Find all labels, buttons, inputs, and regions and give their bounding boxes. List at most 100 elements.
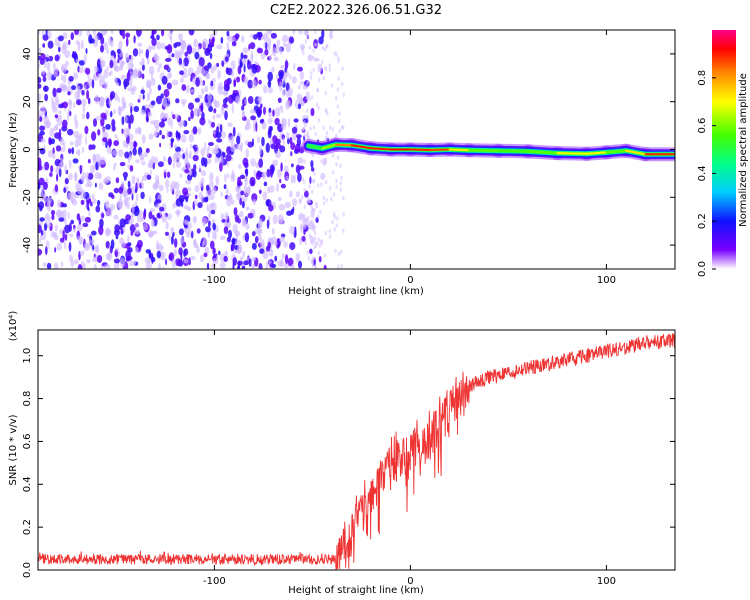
signal-band-core bbox=[307, 144, 324, 150]
noise-speckle bbox=[180, 134, 187, 143]
noise-speckle bbox=[263, 42, 266, 48]
noise-speckle bbox=[304, 190, 309, 198]
noise-speckle bbox=[261, 136, 265, 147]
noise-speckle bbox=[262, 251, 269, 259]
noise-speckle bbox=[184, 169, 190, 174]
noise-speckle bbox=[42, 34, 49, 41]
noise-speckle bbox=[88, 198, 92, 203]
noise-speckle bbox=[206, 262, 210, 269]
noise-speckle bbox=[322, 161, 325, 167]
figure-title: C2E2.2022.326.06.51.G32 bbox=[270, 3, 442, 18]
noise-speckle bbox=[296, 136, 301, 147]
noise-speckle bbox=[188, 257, 191, 266]
noise-speckle bbox=[145, 148, 150, 153]
noise-speckle bbox=[300, 100, 305, 106]
noise-speckle bbox=[214, 99, 218, 108]
noise-speckle bbox=[263, 32, 269, 42]
noise-speckle bbox=[68, 159, 72, 169]
noise-speckle bbox=[87, 172, 94, 180]
noise-speckle bbox=[99, 96, 105, 104]
noise-speckle bbox=[215, 255, 219, 264]
noise-speckle bbox=[318, 36, 324, 45]
noise-speckle bbox=[275, 150, 281, 159]
noise-speckle bbox=[284, 201, 291, 209]
noise-speckle bbox=[202, 221, 206, 227]
noise-speckle bbox=[92, 30, 97, 36]
noise-speckle bbox=[45, 30, 48, 36]
noise-speckle bbox=[157, 213, 161, 218]
noise-speckle bbox=[337, 59, 340, 64]
noise-speckle bbox=[54, 114, 59, 119]
noise-speckle bbox=[307, 215, 310, 221]
noise-speckle bbox=[300, 214, 304, 219]
y-tick-label: 20 bbox=[22, 95, 33, 108]
noise-speckle bbox=[251, 193, 258, 202]
noise-speckle bbox=[86, 201, 90, 210]
noise-speckle bbox=[316, 241, 319, 246]
noise-speckle bbox=[38, 47, 42, 55]
noise-speckle bbox=[141, 134, 146, 144]
noise-speckle bbox=[211, 121, 215, 128]
noise-speckle bbox=[208, 38, 211, 45]
noise-speckle bbox=[110, 30, 114, 35]
noise-speckle bbox=[130, 186, 136, 195]
noise-speckle bbox=[316, 43, 320, 48]
noise-speckle bbox=[96, 244, 100, 255]
noise-speckle bbox=[92, 256, 98, 263]
noise-speckle bbox=[64, 177, 69, 185]
noise-speckle bbox=[317, 105, 320, 111]
noise-speckle bbox=[280, 162, 283, 172]
noise-speckle bbox=[251, 242, 257, 250]
noise-speckle bbox=[80, 40, 84, 50]
noise-speckle bbox=[336, 216, 339, 221]
noise-speckle bbox=[58, 167, 62, 178]
noise-speckle bbox=[330, 83, 334, 88]
noise-speckle bbox=[290, 174, 295, 184]
noise-speckle bbox=[38, 76, 42, 84]
noise-speckle bbox=[281, 253, 285, 260]
noise-speckle bbox=[156, 41, 162, 50]
noise-speckle bbox=[277, 97, 282, 104]
noise-speckle bbox=[324, 47, 327, 52]
noise-speckle bbox=[182, 61, 185, 69]
noise-speckle bbox=[137, 42, 143, 47]
noise-speckle bbox=[198, 165, 202, 173]
noise-speckle bbox=[341, 82, 344, 87]
noise-speckle bbox=[49, 172, 53, 177]
noise-speckle bbox=[62, 230, 65, 241]
noise-speckle bbox=[241, 196, 248, 202]
noise-speckle bbox=[44, 58, 47, 69]
noise-speckle bbox=[319, 209, 322, 215]
noise-speckle bbox=[271, 47, 277, 57]
noise-speckle bbox=[226, 67, 233, 76]
noise-speckle bbox=[258, 106, 262, 116]
noise-speckle bbox=[268, 259, 271, 266]
noise-speckle bbox=[156, 250, 161, 259]
noise-speckle bbox=[125, 143, 129, 149]
noise-speckle bbox=[174, 113, 179, 120]
noise-speckle bbox=[150, 256, 156, 263]
noise-speckle bbox=[113, 229, 121, 236]
colorbar-tick-label: 0.4 bbox=[697, 165, 708, 181]
noise-speckle bbox=[314, 132, 317, 137]
noise-speckle bbox=[162, 266, 165, 269]
noise-speckle bbox=[128, 102, 134, 107]
noise-speckle bbox=[205, 184, 210, 191]
noise-speckle bbox=[110, 40, 114, 48]
noise-speckle bbox=[324, 66, 327, 71]
noise-speckle bbox=[289, 225, 296, 235]
noise-speckle bbox=[146, 174, 152, 180]
noise-speckle bbox=[338, 128, 341, 134]
noise-speckle bbox=[56, 173, 59, 182]
noise-speckle bbox=[199, 180, 204, 188]
noise-speckle bbox=[304, 240, 308, 245]
noise-speckle bbox=[85, 67, 91, 75]
noise-speckle bbox=[126, 201, 130, 210]
noise-speckle bbox=[188, 116, 191, 122]
noise-speckle bbox=[234, 230, 241, 237]
noise-speckle bbox=[144, 257, 151, 264]
noise-speckle bbox=[240, 256, 244, 262]
noise-speckle bbox=[258, 158, 264, 168]
noise-speckle bbox=[94, 94, 100, 105]
noise-speckle bbox=[50, 209, 56, 216]
